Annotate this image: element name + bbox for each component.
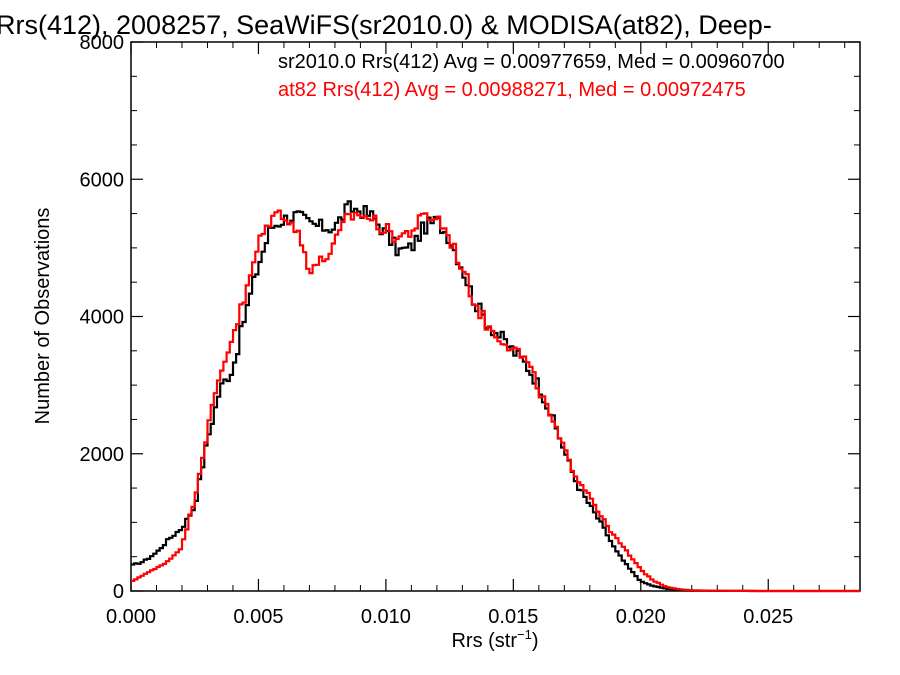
x-tick-label: 0.000 [106,606,156,628]
x-tick-label: 0.020 [616,606,666,628]
x-axis-label-main: Rrs (str [451,630,517,652]
series-red-line [131,209,860,593]
y-tick-label: 8000 [80,32,125,54]
x-axis-label-close: ) [532,630,539,652]
x-tick-label: 0.025 [743,606,793,628]
x-axis-label: Rrs (str−1) [451,627,538,652]
series-layer [131,200,860,593]
x-tick-label: 0.010 [361,606,411,628]
chart-title: Rrs(412), 2008257, SeaWiFS(sr2010.0) & M… [0,10,772,40]
y-tick-label: 2000 [80,444,125,466]
x-tick-label: 0.015 [488,606,538,628]
y-tick-label: 4000 [80,307,125,329]
series-black-line [131,200,860,593]
y-tick-label: 6000 [80,169,125,191]
x-tick-label: 0.005 [233,606,283,628]
y-axis-label: Number of Observations [32,208,54,425]
x-axis: 0.000 0.005 0.010 0.015 0.020 0.025 [106,42,846,628]
y-axis: 0 2000 4000 6000 8000 [80,32,860,603]
black-series-stats-annotation: sr2010.0 Rrs(412) Avg = 0.00977659, Med … [278,51,785,73]
red-series-stats-annotation: at82 Rrs(412) Avg = 0.00988271, Med = 0.… [278,79,746,101]
x-axis-label-superscript: −1 [517,627,532,642]
y-tick-label: 0 [113,581,124,603]
